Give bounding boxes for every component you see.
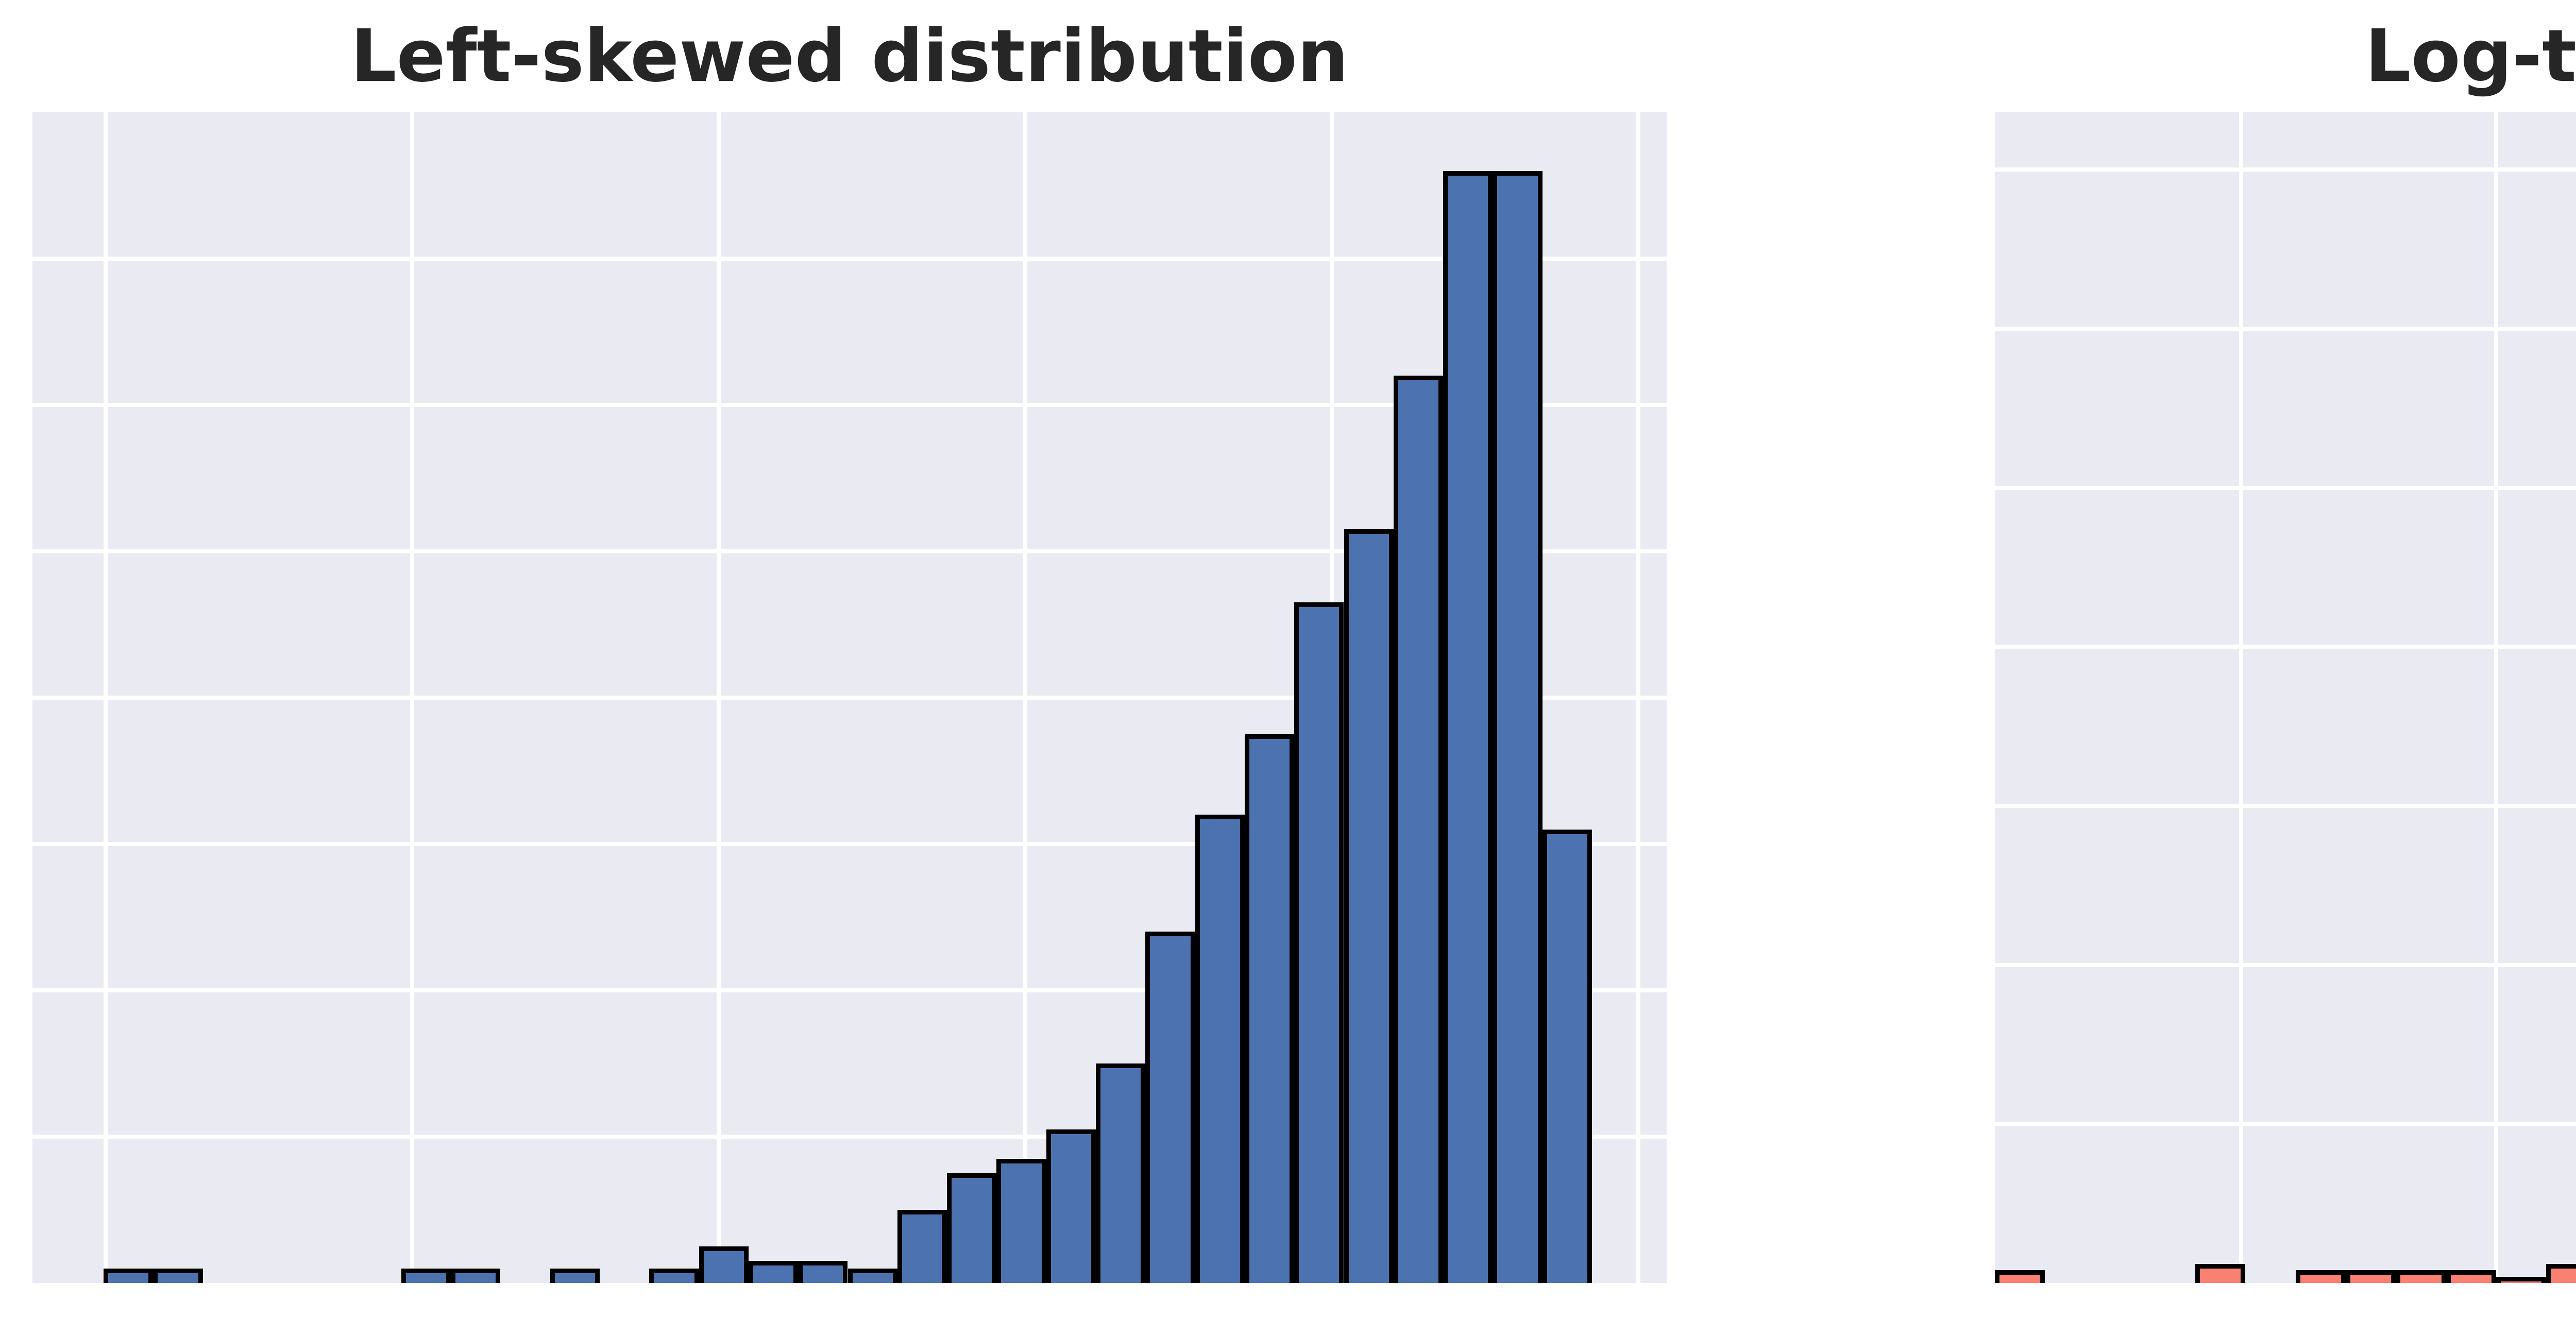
- x-gridline: [1995, 1122, 2576, 1126]
- histogram-bar: [1393, 376, 1444, 1283]
- histogram-bar: [1344, 529, 1394, 1283]
- x-gridline: [32, 842, 1667, 846]
- histogram-bar: [848, 1268, 897, 1283]
- histogram-bar: [1493, 171, 1543, 1283]
- x-gridline: [1995, 326, 2576, 331]
- x-gridline: [32, 1135, 1667, 1139]
- x-gridline: [1995, 803, 2576, 808]
- x-gridline: [32, 549, 1667, 553]
- histogram-bar: [2195, 1263, 2246, 1283]
- histogram-panel-right: [1995, 112, 2576, 1283]
- histogram-bar: [1244, 734, 1295, 1283]
- x-gridline: [1995, 963, 2576, 967]
- x-gridline: [32, 988, 1667, 992]
- x-gridline: [1995, 485, 2576, 490]
- histogram-bar: [1443, 171, 1493, 1283]
- histogram-bar: [104, 1268, 154, 1283]
- histogram-bar: [2546, 1263, 2576, 1283]
- histogram-bar: [996, 1158, 1046, 1283]
- chart-title-left: Left-skewed distribution: [350, 14, 1349, 98]
- y-gridline: [2494, 112, 2498, 1283]
- histogram-bar: [699, 1246, 749, 1283]
- histogram-bar: [1096, 1063, 1146, 1283]
- histogram-bar: [451, 1268, 501, 1283]
- histogram-bar: [550, 1268, 600, 1283]
- y-gridline: [2239, 112, 2243, 1283]
- histogram-bar: [1995, 1270, 2045, 1283]
- histogram-bar: [2496, 1276, 2547, 1283]
- histogram-bar: [2396, 1270, 2446, 1283]
- histogram-bar: [897, 1210, 947, 1283]
- histogram-bar: [153, 1268, 203, 1283]
- x-gridline: [32, 696, 1667, 700]
- histogram-bar: [1145, 932, 1195, 1283]
- x-gridline: [32, 403, 1667, 407]
- histogram-panel-left: [32, 112, 1667, 1283]
- histogram-bar: [798, 1261, 848, 1283]
- x-gridline: [1995, 645, 2576, 649]
- chart-title-right: Log-transformed data: [2365, 14, 2576, 98]
- histogram-bar: [748, 1261, 799, 1283]
- histogram-bar: [649, 1268, 699, 1283]
- histogram-bar: [1542, 829, 1592, 1283]
- x-gridline: [1995, 167, 2576, 172]
- histogram-bar: [1294, 602, 1344, 1283]
- histogram-bar: [2346, 1270, 2396, 1283]
- histogram-bar: [947, 1173, 997, 1283]
- x-gridline: [32, 257, 1667, 261]
- histogram-bar: [2446, 1270, 2496, 1283]
- histogram-bar: [2295, 1270, 2346, 1283]
- histogram-bar: [1195, 815, 1245, 1283]
- histogram-bar: [1046, 1129, 1096, 1283]
- histogram-bar: [401, 1268, 451, 1283]
